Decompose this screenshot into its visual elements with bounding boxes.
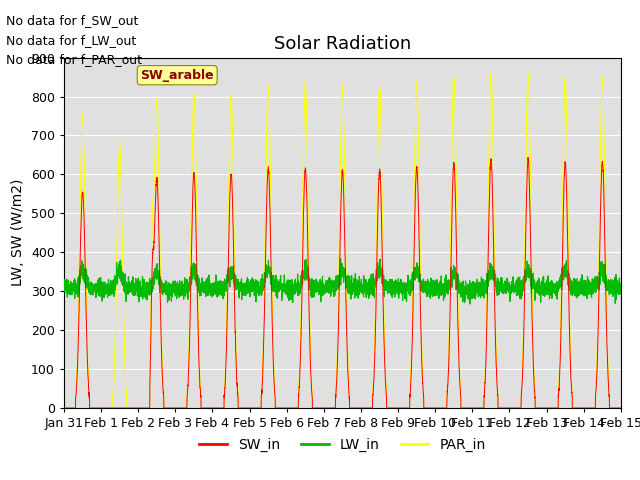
Text: SW_arable: SW_arable xyxy=(140,69,214,82)
Y-axis label: LW, SW (W/m2): LW, SW (W/m2) xyxy=(12,179,26,287)
Text: No data for f_LW_out: No data for f_LW_out xyxy=(6,34,137,47)
Text: No data for f_PAR_out: No data for f_PAR_out xyxy=(6,53,143,66)
Text: No data for f_SW_out: No data for f_SW_out xyxy=(6,14,139,27)
Legend: SW_in, LW_in, PAR_in: SW_in, LW_in, PAR_in xyxy=(193,432,492,457)
Title: Solar Radiation: Solar Radiation xyxy=(274,35,411,53)
